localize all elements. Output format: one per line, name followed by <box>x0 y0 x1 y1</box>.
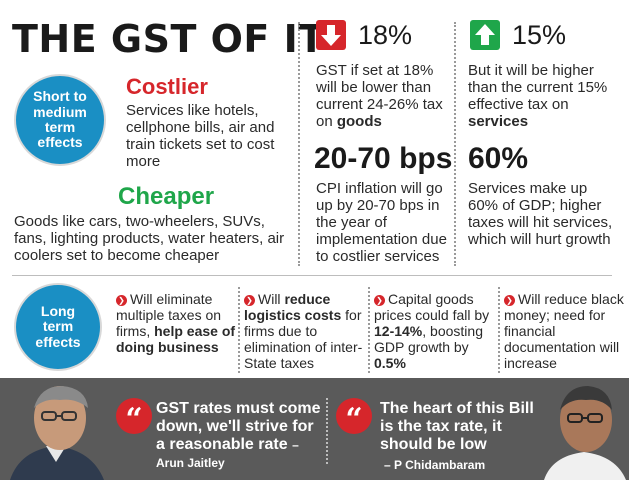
divider <box>238 287 240 373</box>
up-arrow-icon <box>470 20 500 50</box>
stat-60-value: 60% <box>468 142 529 175</box>
chidambaram-photo <box>540 380 629 480</box>
long-term-item: ❯ Will reduce black money; need for finan… <box>504 291 624 371</box>
item-text: , boosting GDP growth by <box>374 323 483 355</box>
cheaper-heading: Cheaper <box>118 183 215 210</box>
item-text: Will reduce black money; need for financ… <box>504 291 624 371</box>
stat-15-text-plain: But it will be higher than the current 1… <box>468 62 608 113</box>
quote-2-author: – P Chidambaram <box>384 458 486 472</box>
quote-mark-icon: “ <box>336 398 372 437</box>
long-term-item: ❯ Will eliminate multiple taxes on firms,… <box>116 291 238 355</box>
stat-15-text-bold: services <box>468 113 529 130</box>
divider <box>326 398 328 464</box>
short-term-label: Short to medium term effects <box>33 88 87 151</box>
long-term-label: Long term effects <box>35 302 81 350</box>
jaitley-photo <box>0 380 112 480</box>
cheaper-text: Goods like cars, two-wheelers, SUVs, fan… <box>14 213 285 264</box>
item-text: Will <box>258 291 285 307</box>
item-bold: 12-14% <box>374 323 423 339</box>
item-text: for firms due to elimination of inter-St… <box>244 307 363 371</box>
quote-1: GST rates must come down, we'll strive f… <box>156 400 326 472</box>
quote-1-author: – Arun Jaitley <box>156 438 299 470</box>
stat-60-text: Services make up 60% of GDP; higher taxe… <box>468 180 613 248</box>
divider <box>498 287 500 373</box>
page-title: THE GST OF IT <box>12 17 325 61</box>
divider <box>368 287 370 373</box>
stat-15-value: 15% <box>512 20 567 50</box>
stat-15-text: But it will be higher than the current 1… <box>468 62 618 130</box>
section-divider <box>12 275 612 276</box>
stat-18-text: GST if set at 18% will be lower than cur… <box>316 62 446 130</box>
stat-bps-value: 20-70 bps <box>314 142 453 175</box>
down-arrow-icon <box>316 20 346 50</box>
item-bold: reduce logistics costs <box>244 291 342 323</box>
quote-mark-icon: “ <box>116 398 152 437</box>
item-text: Will eliminate multiple taxes on firms, <box>116 291 222 339</box>
stat-18-text-plain: GST if set at 18% will be lower than cur… <box>316 62 443 130</box>
long-term-item: ❯ Will reduce logistics costs for firms d… <box>244 291 368 371</box>
item-text: Capital goods prices could fall by <box>374 291 490 323</box>
chevron-right-icon: ❯ <box>116 295 127 306</box>
item-bold: help ease of doing business <box>116 323 236 355</box>
chevron-right-icon: ❯ <box>504 295 515 306</box>
long-term-item: ❯ Capital goods prices could fall by 12-1… <box>374 291 498 371</box>
costlier-text: Services like hotels, cellphone bills, a… <box>126 102 275 170</box>
chevron-right-icon: ❯ <box>374 295 385 306</box>
item-bold: 0.5% <box>374 355 406 371</box>
stat-18-text-bold: goods <box>336 113 382 130</box>
quote-2-text: The heart of this Bill is the tax rate, … <box>380 400 534 453</box>
stat-18-value: 18% <box>358 20 413 50</box>
long-term-circle: Long term effects <box>14 283 102 371</box>
short-term-circle: Short to medium term effects <box>14 74 106 166</box>
chevron-right-icon: ❯ <box>244 295 255 306</box>
costlier-heading: Costlier <box>126 74 208 99</box>
divider <box>454 22 456 266</box>
quote-1-text: GST rates must come down, we'll strive f… <box>156 400 321 453</box>
stat-bps-text: CPI inflation will go up by 20-70 bps in… <box>316 180 447 265</box>
divider <box>298 22 300 266</box>
